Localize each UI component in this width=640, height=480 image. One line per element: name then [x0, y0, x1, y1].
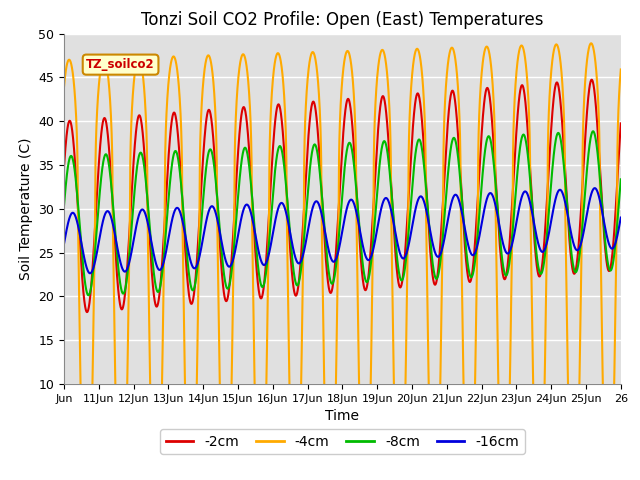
Legend: -2cm, -4cm, -8cm, -16cm: -2cm, -4cm, -8cm, -16cm	[160, 429, 525, 454]
Text: TZ_soilco2: TZ_soilco2	[86, 58, 155, 71]
X-axis label: Time: Time	[325, 409, 360, 423]
Y-axis label: Soil Temperature (C): Soil Temperature (C)	[19, 138, 33, 280]
Title: Tonzi Soil CO2 Profile: Open (East) Temperatures: Tonzi Soil CO2 Profile: Open (East) Temp…	[141, 11, 543, 29]
